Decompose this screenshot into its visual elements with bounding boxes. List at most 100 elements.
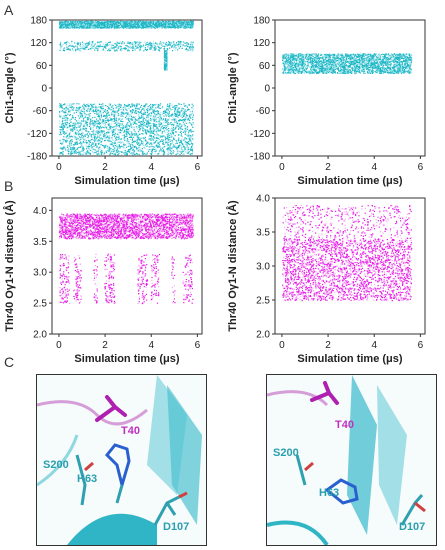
data-point [88, 145, 90, 147]
data-point [191, 149, 193, 152]
data-point [121, 118, 123, 120]
data-point [160, 126, 162, 128]
data-point [150, 112, 152, 114]
data-point [142, 108, 144, 110]
data-point [173, 118, 175, 120]
data-point [192, 22, 194, 24]
data-point [154, 137, 156, 139]
data-point [64, 140, 67, 142]
data-point [175, 140, 178, 142]
data-point [62, 27, 64, 29]
data-point [70, 147, 72, 149]
data-point [147, 142, 149, 144]
data-point [189, 110, 192, 112]
data-point [168, 138, 170, 141]
data-point [155, 26, 157, 29]
data-point [139, 138, 141, 140]
data-point [131, 139, 133, 141]
data-point [82, 108, 84, 110]
data-point [72, 104, 74, 106]
data-point [90, 149, 92, 151]
data-point [187, 126, 189, 128]
data-point [116, 150, 118, 152]
data-point [131, 152, 133, 154]
data-point [111, 144, 113, 146]
data-point [133, 136, 135, 138]
data-point [185, 104, 187, 106]
data-point [114, 131, 116, 133]
data-point [166, 144, 169, 147]
data-point [152, 132, 154, 134]
data-point [99, 127, 101, 129]
data-point [96, 124, 98, 126]
data-point [163, 152, 165, 154]
data-point [76, 120, 78, 122]
data-point [164, 129, 166, 131]
data-point [184, 147, 186, 149]
data-point [126, 138, 128, 140]
data-point [152, 23, 155, 25]
data-point [137, 23, 139, 25]
data-point [92, 106, 94, 108]
data-point [172, 146, 174, 148]
data-point [102, 109, 104, 111]
data-point [184, 138, 187, 140]
data-point [94, 122, 96, 124]
data-point [173, 133, 175, 135]
data-point [100, 25, 102, 27]
data-point [80, 115, 82, 117]
data-point [170, 121, 172, 124]
data-point [75, 111, 77, 113]
data-point [113, 118, 115, 120]
data-point [149, 153, 151, 155]
data-point [187, 130, 190, 132]
data-point [141, 25, 143, 28]
data-point [60, 129, 62, 131]
data-point [64, 25, 66, 27]
data-point [59, 134, 61, 136]
data-point [89, 119, 92, 121]
data-point [158, 27, 160, 29]
data-point [142, 123, 144, 125]
data-point [76, 107, 78, 109]
data-point [74, 132, 77, 135]
data-point [83, 119, 85, 121]
data-point [173, 144, 175, 146]
data-point [103, 115, 105, 117]
data-point [76, 21, 78, 23]
data-point [73, 112, 75, 114]
data-point [87, 24, 90, 26]
data-point [138, 103, 140, 105]
data-point [164, 138, 167, 141]
data-point [187, 27, 189, 29]
data-point [154, 125, 156, 127]
data-point [88, 24, 90, 26]
data-point [103, 153, 105, 155]
data-point [95, 21, 97, 23]
data-point [163, 150, 165, 153]
data-point [167, 131, 169, 133]
data-point [192, 135, 194, 137]
data-point [131, 125, 133, 127]
data-point [178, 116, 180, 119]
data-point [189, 117, 192, 119]
data-point [134, 20, 136, 23]
data-point [155, 117, 157, 119]
data-point [118, 145, 120, 147]
data-point [180, 131, 182, 133]
data-point [126, 146, 128, 148]
data-point [132, 123, 134, 125]
data-point [155, 134, 158, 136]
data-point [158, 25, 161, 28]
data-point [59, 23, 61, 25]
data-point [134, 110, 136, 112]
data-point [168, 133, 170, 135]
data-point [158, 151, 160, 153]
data-point [118, 107, 120, 110]
data-point [104, 24, 106, 26]
data-point [102, 23, 104, 25]
data-point [142, 151, 144, 153]
data-point [188, 149, 190, 151]
data-point [109, 151, 111, 153]
data-point [59, 22, 61, 24]
